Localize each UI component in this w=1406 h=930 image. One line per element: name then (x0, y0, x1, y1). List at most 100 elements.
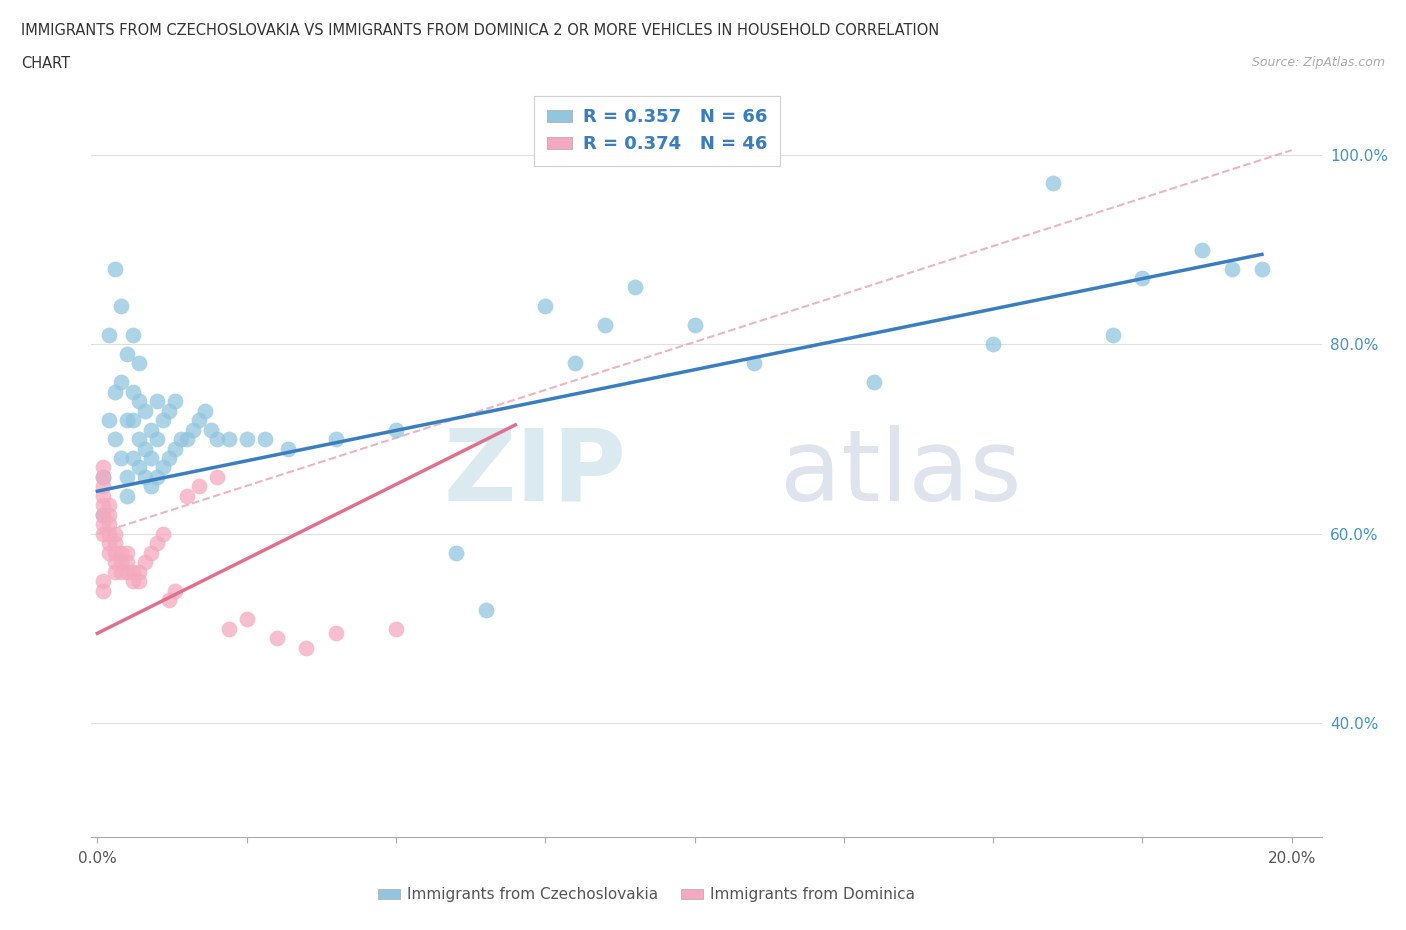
Point (91, 479, 114, 494)
Text: CHART: CHART (21, 56, 70, 71)
Point (122, 574, 145, 589)
Point (1191, 242, 1213, 257)
Point (981, 337, 1004, 352)
Point (385, 621, 408, 636)
Point (152, 526, 174, 541)
Point (110, 375, 132, 390)
Point (110, 451, 132, 466)
Point (122, 451, 145, 466)
Point (205, 432, 228, 446)
Point (115, 413, 138, 428)
Point (128, 574, 150, 589)
Point (115, 545, 138, 560)
Point (98, 498, 121, 512)
Point (218, 432, 240, 446)
Point (115, 470, 138, 485)
Point (218, 621, 240, 636)
Point (1101, 327, 1123, 342)
Point (110, 299, 132, 314)
Point (683, 318, 706, 333)
Point (104, 261, 127, 276)
Point (152, 413, 174, 428)
Point (277, 441, 299, 456)
Point (157, 404, 180, 418)
Point (385, 422, 408, 437)
Point (176, 488, 198, 503)
Point (325, 432, 347, 446)
Point (146, 470, 169, 485)
Point (91, 470, 114, 485)
Point (91, 526, 114, 541)
Text: IMMIGRANTS FROM CZECHOSLOVAKIA VS IMMIGRANTS FROM DOMINICA 2 OR MORE VEHICLES IN: IMMIGRANTS FROM CZECHOSLOVAKIA VS IMMIGR… (21, 23, 939, 38)
Point (1220, 261, 1243, 276)
Point (742, 356, 765, 371)
Point (115, 488, 138, 503)
Point (122, 327, 145, 342)
Point (187, 479, 209, 494)
Point (115, 555, 138, 570)
Point (91, 470, 114, 485)
Text: ZIP: ZIP (444, 425, 627, 522)
Point (98, 517, 121, 532)
Legend: R = 0.357   N = 66, R = 0.374   N = 46: R = 0.357 N = 66, R = 0.374 N = 46 (534, 96, 780, 166)
Point (176, 432, 198, 446)
Point (122, 565, 145, 579)
Point (98, 327, 121, 342)
Point (163, 583, 186, 598)
Point (98, 545, 121, 560)
Point (110, 565, 132, 579)
Point (91, 508, 114, 523)
Point (91, 498, 114, 512)
Point (157, 451, 180, 466)
Point (98, 526, 121, 541)
Point (91, 460, 114, 475)
Point (266, 631, 288, 645)
Point (134, 441, 156, 456)
Point (624, 280, 647, 295)
Point (91, 517, 114, 532)
Legend: Immigrants from Czechoslovakia, Immigrants from Dominica: Immigrants from Czechoslovakia, Immigran… (373, 882, 921, 909)
Point (104, 565, 127, 579)
Point (104, 384, 127, 399)
Point (152, 460, 174, 475)
Point (325, 626, 347, 641)
Point (139, 451, 162, 466)
Point (91, 583, 114, 598)
Point (134, 404, 156, 418)
Point (98, 508, 121, 523)
Point (1251, 261, 1274, 276)
Point (200, 422, 222, 437)
Point (534, 299, 557, 314)
Point (187, 413, 209, 428)
Point (115, 565, 138, 579)
Point (115, 346, 138, 361)
Point (110, 555, 132, 570)
Point (146, 536, 169, 551)
Point (139, 422, 162, 437)
Point (128, 460, 150, 475)
Point (163, 441, 186, 456)
Point (91, 574, 114, 589)
Point (181, 422, 204, 437)
Point (157, 592, 180, 607)
Point (564, 356, 586, 371)
Point (110, 545, 132, 560)
Point (146, 432, 169, 446)
Point (128, 432, 150, 446)
Point (593, 318, 616, 333)
Point (134, 470, 156, 485)
Point (104, 432, 127, 446)
Point (170, 432, 193, 446)
Point (444, 545, 467, 560)
Point (104, 545, 127, 560)
Text: atlas: atlas (780, 425, 1022, 522)
Point (98, 413, 121, 428)
Point (139, 545, 162, 560)
Point (235, 612, 257, 627)
Point (122, 413, 145, 428)
Point (194, 404, 217, 418)
Point (1042, 176, 1064, 191)
Point (128, 565, 150, 579)
Point (146, 393, 169, 408)
Point (98, 536, 121, 551)
